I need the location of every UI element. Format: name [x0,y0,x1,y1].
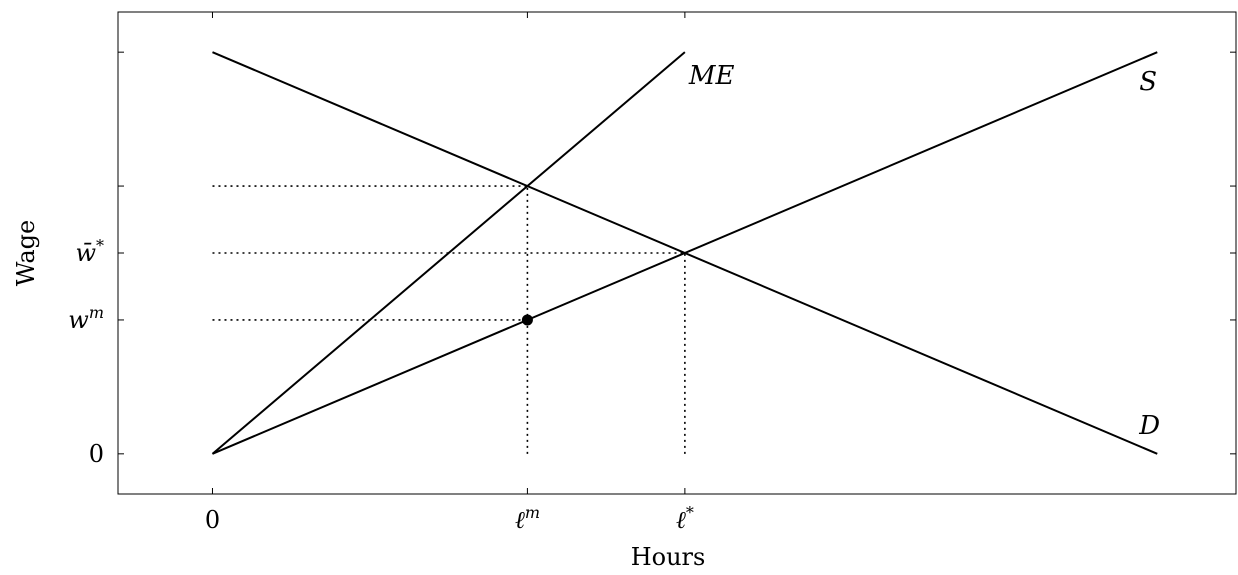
tick-labels: 0 ℓm ℓ* 0 wm w̄* [68,236,694,534]
x-axis-label: Hours [631,543,706,571]
y-tick-label-0: 0 [89,440,104,468]
series-line-me [211,51,686,455]
axis-ticks [118,12,1236,494]
y-tick-label-1: wm [68,303,104,334]
series-lines [211,51,1158,455]
x-tick-label-1: ℓm [515,503,540,534]
y-axis-label: Wage [12,220,40,286]
data-point-0 [521,314,533,326]
y-tick-label-2: w̄* [75,236,104,267]
reference-lines [212,185,686,454]
x-tick-label-0: 0 [205,506,220,534]
x-tick-label-2: ℓ* [676,503,694,534]
points [521,314,533,326]
series-label-me: ME [688,61,735,91]
series-line-s [212,51,1158,455]
series-label-d: D [1138,411,1160,441]
series-label-s: S [1139,67,1157,97]
series-labels: D S ME [688,61,1160,441]
